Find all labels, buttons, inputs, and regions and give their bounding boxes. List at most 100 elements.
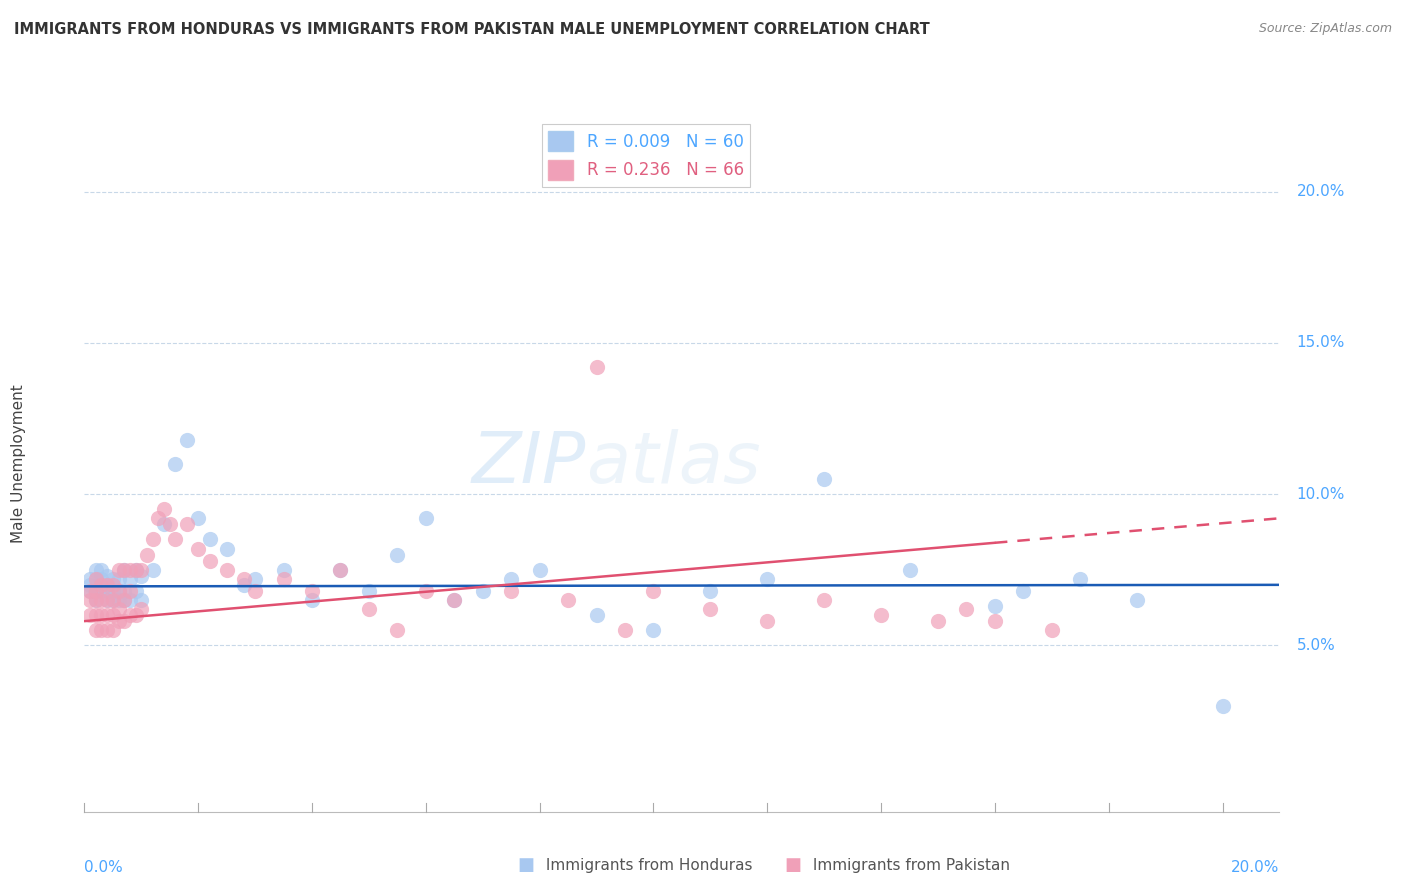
Point <box>984 614 1007 628</box>
Point <box>96 608 118 623</box>
Point <box>118 593 141 607</box>
Point <box>1012 583 1035 598</box>
Point <box>471 583 494 598</box>
Point <box>129 593 152 607</box>
Point <box>927 614 949 628</box>
Text: ■: ■ <box>517 856 534 874</box>
Point <box>124 583 146 598</box>
Point <box>107 614 129 628</box>
Point <box>1212 698 1234 713</box>
Point <box>142 563 165 577</box>
Point <box>107 583 129 598</box>
Point <box>1040 624 1063 638</box>
Point <box>101 624 124 638</box>
Point <box>215 541 238 556</box>
Point <box>90 572 112 586</box>
Point <box>501 583 523 598</box>
Point <box>129 568 152 582</box>
Text: 15.0%: 15.0% <box>1296 335 1346 351</box>
Point <box>84 608 107 623</box>
Text: 0.0%: 0.0% <box>84 861 124 875</box>
Point <box>101 578 124 592</box>
Point <box>84 583 107 598</box>
Point <box>614 624 637 638</box>
Point <box>107 572 129 586</box>
Point <box>129 602 152 616</box>
Point <box>84 593 107 607</box>
Point <box>90 578 112 592</box>
Point <box>501 572 523 586</box>
Point <box>643 583 665 598</box>
Point <box>84 572 107 586</box>
Point <box>79 593 101 607</box>
Point <box>585 359 607 374</box>
Point <box>90 624 112 638</box>
Point <box>84 593 107 607</box>
Text: ■: ■ <box>785 856 801 874</box>
Point <box>955 602 977 616</box>
Point <box>415 511 437 525</box>
Point <box>107 593 129 607</box>
Point <box>107 563 129 577</box>
Point <box>96 578 118 592</box>
Point <box>90 593 112 607</box>
Point <box>870 608 893 623</box>
Point <box>142 533 165 547</box>
Point <box>79 583 101 598</box>
Point <box>232 572 254 586</box>
Point <box>148 511 170 525</box>
Point <box>215 563 238 577</box>
Text: Source: ZipAtlas.com: Source: ZipAtlas.com <box>1258 22 1392 36</box>
Point <box>153 502 176 516</box>
Point <box>699 583 721 598</box>
Point <box>232 578 254 592</box>
Point <box>84 572 107 586</box>
Point <box>96 583 118 598</box>
Point <box>357 583 380 598</box>
Text: Male Unemployment: Male Unemployment <box>11 384 27 543</box>
Point <box>118 608 141 623</box>
Point <box>107 583 129 598</box>
Legend: R = 0.009   N = 60, R = 0.236   N = 66: R = 0.009 N = 60, R = 0.236 N = 66 <box>541 124 751 186</box>
Text: 10.0%: 10.0% <box>1296 487 1346 501</box>
Point <box>96 593 118 607</box>
Point <box>165 457 187 471</box>
Point <box>101 583 124 598</box>
Point <box>176 433 198 447</box>
Point <box>165 533 187 547</box>
Point <box>329 563 352 577</box>
Text: 20.0%: 20.0% <box>1232 861 1279 875</box>
Point <box>159 517 181 532</box>
Point <box>443 593 465 607</box>
Point <box>112 583 135 598</box>
Point <box>243 583 266 598</box>
Point <box>101 593 124 607</box>
Point <box>898 563 921 577</box>
Text: IMMIGRANTS FROM HONDURAS VS IMMIGRANTS FROM PAKISTAN MALE UNEMPLOYMENT CORRELATI: IMMIGRANTS FROM HONDURAS VS IMMIGRANTS F… <box>14 22 929 37</box>
Text: Immigrants from Honduras: Immigrants from Honduras <box>541 858 752 872</box>
Point <box>984 599 1007 613</box>
Point <box>96 593 118 607</box>
Point <box>243 572 266 586</box>
Point <box>136 548 159 562</box>
Point <box>1069 572 1091 586</box>
Point <box>301 593 323 607</box>
Text: 5.0%: 5.0% <box>1296 638 1336 653</box>
Point <box>90 608 112 623</box>
Point <box>129 563 152 577</box>
Text: Immigrants from Pakistan: Immigrants from Pakistan <box>808 858 1011 872</box>
Point <box>415 583 437 598</box>
Point <box>187 541 209 556</box>
Point <box>387 548 409 562</box>
Point <box>357 602 380 616</box>
Point <box>118 572 141 586</box>
Point <box>96 578 118 592</box>
Point <box>813 472 835 486</box>
Point <box>90 578 112 592</box>
Point <box>96 624 118 638</box>
Point <box>585 608 607 623</box>
Point <box>79 608 101 623</box>
Point <box>273 563 295 577</box>
Point <box>118 563 141 577</box>
Point <box>112 563 135 577</box>
